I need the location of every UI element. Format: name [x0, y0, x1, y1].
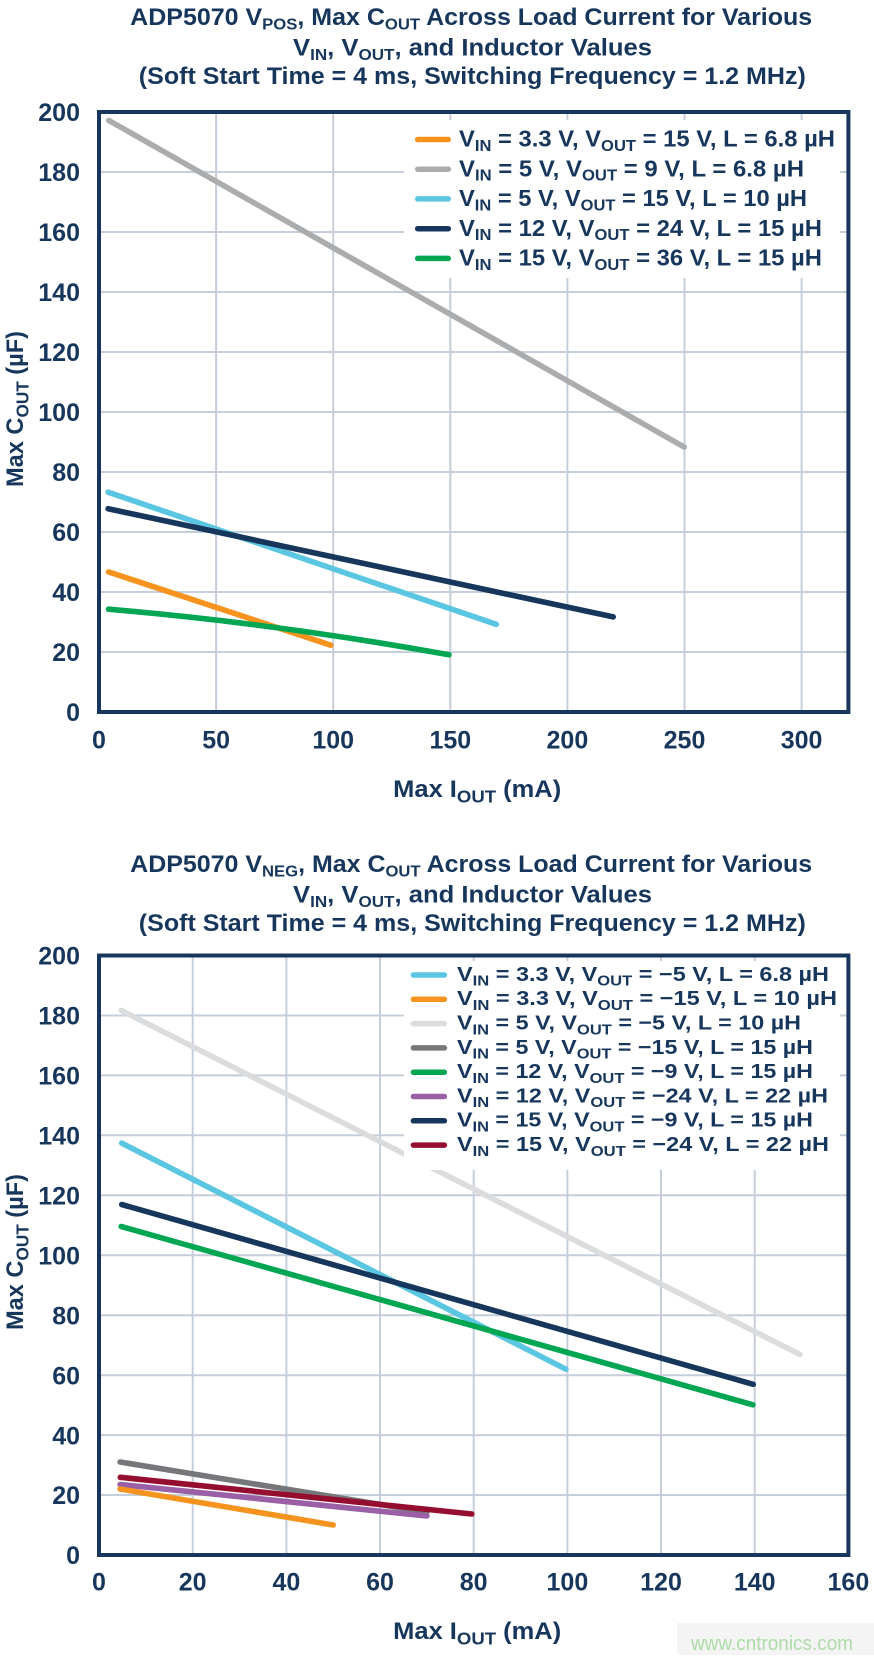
svg-text:0: 0 [92, 727, 106, 755]
svg-text:250: 250 [664, 727, 706, 755]
svg-text:140: 140 [38, 1123, 80, 1151]
svg-text:www.cntronics.com: www.cntronics.com [690, 1633, 853, 1655]
svg-text:60: 60 [52, 519, 80, 547]
svg-text:20: 20 [52, 639, 80, 667]
svg-text:200: 200 [38, 99, 80, 127]
svg-text:40: 40 [272, 1569, 300, 1597]
svg-text:40: 40 [52, 579, 80, 607]
svg-text:Max COUT​ (µF): Max COUT​ (µF) [2, 331, 32, 487]
svg-text:40: 40 [52, 1422, 80, 1450]
svg-text:200: 200 [38, 943, 80, 971]
svg-text:(Soft Start Time = 4 ms, Switc: (Soft Start Time = 4 ms, Switching Frequ… [139, 910, 806, 937]
svg-text:160: 160 [38, 219, 80, 247]
svg-text:180: 180 [38, 159, 80, 187]
svg-text:100: 100 [38, 1243, 80, 1271]
svg-text:80: 80 [460, 1569, 488, 1597]
svg-text:300: 300 [781, 727, 823, 755]
svg-text:150: 150 [429, 727, 471, 755]
svg-text:180: 180 [38, 1003, 80, 1031]
svg-text:100: 100 [38, 399, 80, 427]
svg-text:160: 160 [828, 1569, 870, 1597]
svg-text:100: 100 [547, 1569, 589, 1597]
svg-text:200: 200 [547, 727, 589, 755]
svg-text:120: 120 [640, 1569, 682, 1597]
svg-text:100: 100 [312, 727, 354, 755]
svg-text:20: 20 [179, 1569, 207, 1597]
svg-text:120: 120 [38, 339, 80, 367]
svg-text:160: 160 [38, 1063, 80, 1091]
svg-text:0: 0 [66, 1542, 80, 1570]
svg-text:140: 140 [38, 279, 80, 307]
svg-text:(Soft Start Time = 4 ms, Switc: (Soft Start Time = 4 ms, Switching Frequ… [139, 63, 806, 90]
svg-text:Max COUT​ (µF): Max COUT​ (µF) [2, 1174, 32, 1330]
svg-text:20: 20 [52, 1482, 80, 1510]
svg-text:60: 60 [366, 1569, 394, 1597]
svg-text:0: 0 [92, 1569, 106, 1597]
svg-text:80: 80 [52, 459, 80, 487]
svg-text:80: 80 [52, 1302, 80, 1330]
svg-text:140: 140 [734, 1569, 776, 1597]
svg-text:50: 50 [202, 727, 230, 755]
svg-text:0: 0 [66, 699, 80, 727]
svg-text:120: 120 [38, 1183, 80, 1211]
svg-text:60: 60 [52, 1362, 80, 1390]
